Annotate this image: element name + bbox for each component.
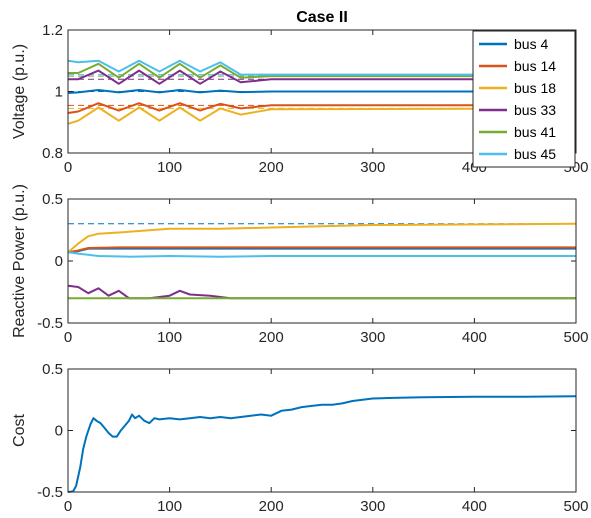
panel3-y-tick-label: -0.5 xyxy=(37,484,63,501)
legend-label: bus 41 xyxy=(514,124,556,140)
panel3-x-tick-label: 0 xyxy=(64,498,72,515)
panel1-series-line xyxy=(68,69,576,85)
panel3-series-line xyxy=(67,395,577,493)
panel3-x-tick-label: 200 xyxy=(259,498,284,515)
panel2-x-tick-label: 300 xyxy=(360,329,385,346)
panel1-series-line xyxy=(67,106,577,125)
panel1-y-tick-label: 1.2 xyxy=(42,22,63,39)
legend-label: bus 18 xyxy=(514,80,556,96)
panel2-x-tick-label: 200 xyxy=(259,329,284,346)
panel1-x-tick-label: 300 xyxy=(360,159,385,176)
panel3-x-tick-label: 100 xyxy=(157,498,182,515)
panel3-y-tick-label: 0.5 xyxy=(42,361,63,378)
panel3-x-tick-label: 500 xyxy=(563,498,588,515)
legend-label: bus 14 xyxy=(514,58,556,74)
panel2-x-tick-label: 500 xyxy=(563,329,588,346)
panel3-plot-area xyxy=(68,369,576,492)
panel1-series-line xyxy=(68,62,576,79)
panel1-x-tick-label: 100 xyxy=(157,159,182,176)
panel2-x-tick-label: 100 xyxy=(157,329,182,346)
panel3-x-tick-label: 400 xyxy=(462,498,487,515)
legend-label: bus 33 xyxy=(514,102,556,118)
panel3-x-tick-label: 300 xyxy=(360,498,385,515)
panel1-series-line xyxy=(67,59,576,76)
panel2-y-axis-label: Reactive Power (p.u.) xyxy=(11,184,28,338)
panel2-series-line xyxy=(67,251,576,258)
panel1-series-line xyxy=(67,102,576,114)
panel2-y-tick-label: 0.5 xyxy=(42,191,63,208)
panel1-y-axis-label: Voltage (p.u.) xyxy=(11,44,28,139)
panel1-y-tick-label: 0.8 xyxy=(42,145,63,162)
legend-label: bus 4 xyxy=(514,36,548,52)
legend-box xyxy=(472,30,576,168)
panel1-title: Case II xyxy=(296,9,348,26)
panel1-x-tick-label: 200 xyxy=(259,159,284,176)
panel1-y-tick-label: 1 xyxy=(55,84,63,101)
legend-label: bus 45 xyxy=(514,146,556,162)
panel2-y-tick-label: -0.5 xyxy=(37,315,63,332)
panel2-x-tick-label: 0 xyxy=(64,329,72,346)
panel2-y-tick-label: 0 xyxy=(55,253,63,270)
panel1-x-tick-label: 0 xyxy=(64,159,72,176)
panel2-plot-area xyxy=(68,199,576,323)
panel1-series-line xyxy=(67,89,576,94)
panel3-y-axis-label: Cost xyxy=(11,414,28,447)
panel2-x-tick-label: 400 xyxy=(462,329,487,346)
panel2-series-line xyxy=(67,246,576,254)
panel2-series-line xyxy=(67,222,577,254)
panel3-y-tick-label: 0 xyxy=(55,423,63,440)
